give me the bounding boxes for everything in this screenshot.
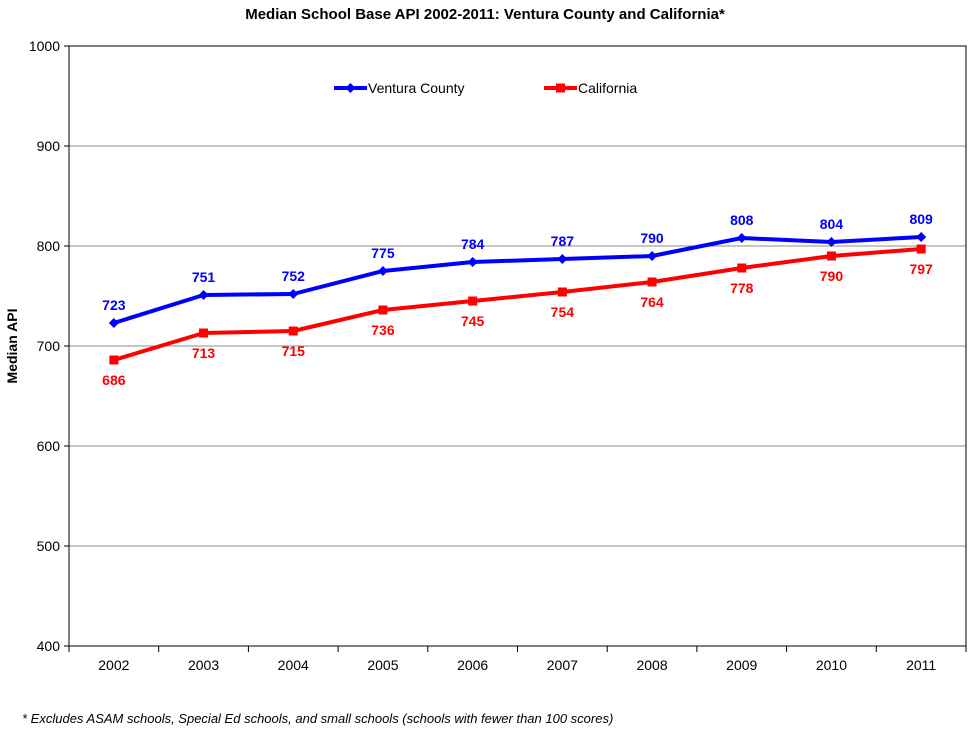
point-ventura-county-2003: [198, 290, 209, 300]
data-label-ventura-county-2008: 790: [640, 230, 664, 246]
point-california-2002: [109, 355, 119, 365]
point-ventura-county-2009: [736, 233, 747, 243]
data-label-ventura-county-2004: 752: [282, 268, 306, 284]
data-label-ventura-county-2005: 775: [371, 245, 395, 261]
point-ventura-county-2010: [826, 237, 837, 247]
y-tick-label-600: 600: [37, 438, 61, 454]
data-label-california-2004: 715: [282, 343, 306, 359]
x-tick-label-2004: 2004: [278, 657, 309, 673]
legend-label-california: California: [578, 80, 637, 96]
data-label-california-2006: 745: [461, 313, 485, 329]
legend-marker-california: [556, 83, 565, 93]
point-california-2005: [378, 305, 388, 315]
point-ventura-county-2005: [377, 266, 388, 276]
x-tick-label-2003: 2003: [188, 657, 219, 673]
data-label-ventura-county-2003: 751: [192, 269, 216, 285]
x-tick-label-2010: 2010: [816, 657, 847, 673]
y-tick-label-800: 800: [37, 238, 61, 254]
footnote: * Excludes ASAM schools, Special Ed scho…: [22, 711, 614, 726]
point-ventura-county-2004: [288, 289, 299, 299]
x-tick-label-2002: 2002: [98, 657, 129, 673]
point-california-2008: [647, 277, 657, 287]
point-ventura-county-2011: [916, 232, 927, 242]
data-label-california-2010: 790: [820, 268, 844, 284]
data-label-ventura-county-2006: 784: [461, 236, 485, 252]
series-line-california: [113, 247, 922, 362]
point-california-2009: [737, 263, 747, 273]
data-label-california-2009: 778: [730, 280, 754, 296]
point-ventura-county-2006: [467, 257, 478, 267]
data-label-california-2003: 713: [192, 345, 216, 361]
x-tick-label-2011: 2011: [906, 657, 936, 673]
y-tick-label-700: 700: [37, 338, 61, 354]
data-label-california-2005: 736: [371, 322, 395, 338]
x-tick-label-2005: 2005: [367, 657, 398, 673]
data-label-california-2002: 686: [102, 372, 126, 388]
chart-title: Median School Base API 2002-2011: Ventur…: [245, 6, 725, 23]
point-ventura-county-2002: [108, 318, 119, 328]
point-california-2003: [199, 328, 209, 338]
x-tick-label-2006: 2006: [457, 657, 488, 673]
x-tick-label-2007: 2007: [547, 657, 578, 673]
legend: Ventura County California: [334, 80, 637, 96]
data-label-california-2007: 754: [551, 304, 575, 320]
data-label-ventura-county-2002: 723: [102, 297, 126, 313]
legend-label-ventura-county: Ventura County: [368, 80, 465, 96]
y-tick-label-500: 500: [37, 538, 61, 554]
data-label-ventura-county-2007: 787: [551, 233, 575, 249]
point-ventura-county-2007: [557, 254, 568, 264]
data-label-ventura-county-2009: 808: [730, 212, 754, 228]
point-ventura-county-2008: [647, 251, 658, 261]
point-california-2004: [288, 326, 298, 336]
series-layer: 723 751 752 775 784 787 790 808 804 809 686 713 715 7…: [102, 211, 933, 388]
y-axis-label: Median API: [4, 309, 20, 384]
point-california-2006: [468, 296, 478, 306]
y-tick-label-900: 900: [37, 138, 61, 154]
data-label-ventura-county-2010: 804: [820, 216, 844, 232]
legend-marker-ventura-county: [345, 83, 356, 93]
x-tick-label-2009: 2009: [726, 657, 757, 673]
data-label-california-2011: 797: [909, 261, 933, 277]
data-label-ventura-county-2011: 809: [909, 211, 933, 227]
x-tick-label-2008: 2008: [636, 657, 667, 673]
point-california-2010: [826, 251, 836, 261]
data-label-california-2008: 764: [640, 294, 664, 310]
axes: 400 500 600 700 800 900 1000 2002 2003 2004 2005 20…: [29, 38, 967, 673]
series-line-ventura-county: [113, 235, 922, 325]
y-tick-label-400: 400: [37, 638, 61, 654]
y-tick-label-1000: 1000: [29, 38, 60, 54]
point-california-2007: [557, 287, 567, 297]
point-california-2011: [916, 244, 926, 254]
